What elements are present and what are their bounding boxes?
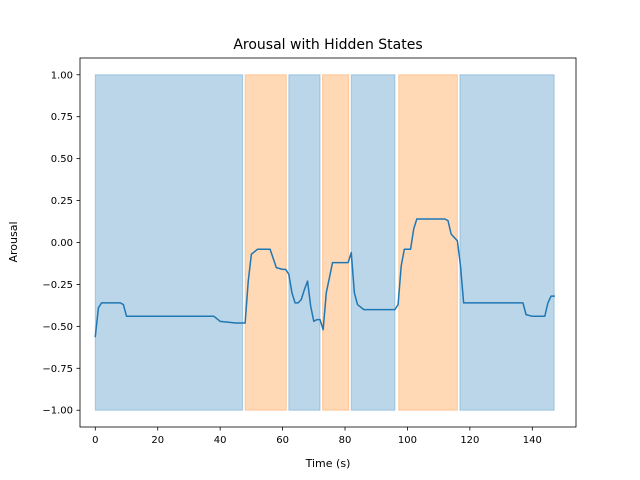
x-tick-label: 40	[214, 435, 227, 446]
x-tick-label: 60	[276, 435, 289, 446]
x-tick-label: 120	[460, 435, 479, 446]
x-axis-label: Time (s)	[305, 457, 351, 470]
state-span-0	[94, 74, 244, 411]
y-tick-label: −1.00	[42, 406, 73, 417]
y-tick-label: 0.00	[51, 238, 73, 249]
hidden-state-spans	[94, 74, 555, 411]
x-tick-label: 80	[339, 435, 352, 446]
state-span-1	[244, 74, 287, 411]
state-span-3	[322, 74, 350, 411]
series-group	[94, 218, 555, 338]
state-span-5	[398, 74, 458, 411]
x-tick-label: 0	[92, 435, 98, 446]
x-tick-label: 140	[523, 435, 542, 446]
chart-title: Arousal with Hidden States	[233, 37, 422, 53]
y-tick-label: −0.75	[42, 364, 73, 375]
y-tick-label: 0.50	[51, 154, 73, 165]
state-span-4	[350, 74, 396, 411]
y-axis-label: Arousal	[7, 221, 20, 262]
state-span-6	[459, 74, 555, 411]
y-tick-label: 0.25	[51, 196, 73, 207]
x-axis-ticks: 0 20 40 60 80 100 120 140	[92, 427, 542, 446]
y-tick-label: 1.00	[51, 70, 73, 81]
y-tick-label: −0.50	[42, 322, 73, 333]
x-tick-label: 20	[151, 435, 164, 446]
state-span-2	[288, 74, 321, 411]
y-axis-ticks: −1.00 −0.75 −0.50 −0.25 0.00 0.25 0.50 0.75 1.00	[42, 70, 80, 417]
series-line-0	[94, 218, 555, 338]
y-tick-label: 0.75	[51, 112, 73, 123]
y-tick-label: −0.25	[42, 280, 73, 291]
x-tick-label: 100	[398, 435, 417, 446]
